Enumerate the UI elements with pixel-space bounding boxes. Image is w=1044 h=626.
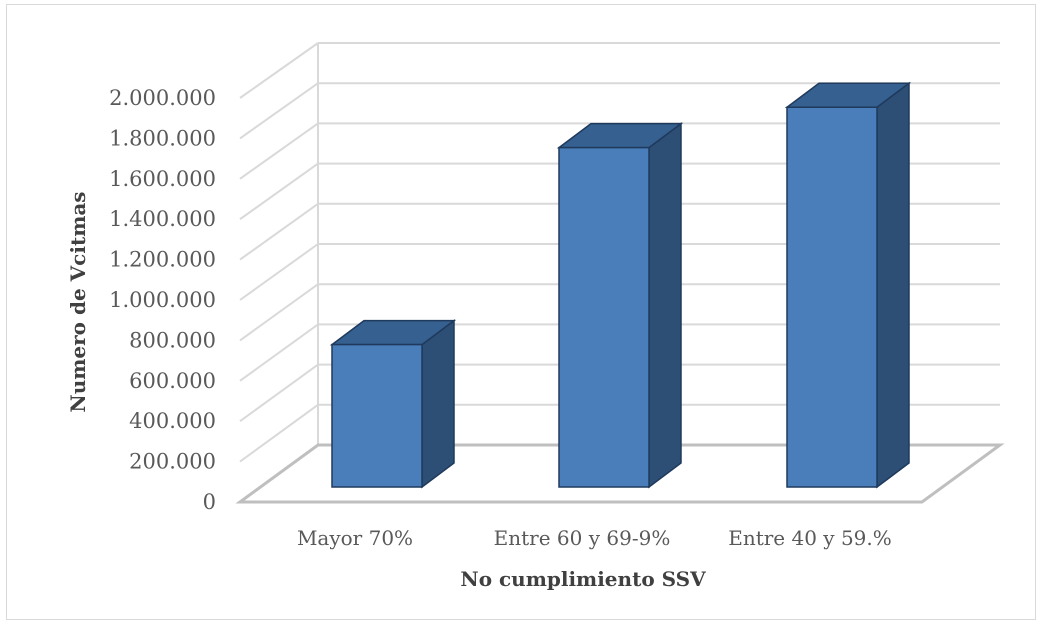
y-tick-label: 0 [203, 490, 216, 514]
y-tick-label: 400.000 [129, 409, 216, 433]
bar-side [648, 122, 682, 489]
gridline-side [239, 363, 319, 423]
y-axis-ticks: 0 200.000 400.000 600.000 800.000 1.000.000 1.… [109, 86, 216, 514]
y-tick-label: 1.400.000 [109, 207, 216, 231]
gridline-side [239, 122, 319, 180]
y-tick-label: 2.000.000 [109, 86, 216, 110]
x-category-label: Mayor 70% [297, 526, 413, 550]
gridline-side [239, 243, 319, 301]
gridline-side [239, 82, 319, 140]
y-tick-label: 1.800.000 [109, 126, 216, 150]
y-tick-label: 800.000 [129, 328, 216, 352]
bars [329, 81, 912, 489]
bar-side [421, 319, 455, 489]
bar-side [876, 81, 910, 489]
y-tick-label: 1.600.000 [109, 167, 216, 191]
y-tick-label: 600.000 [129, 369, 216, 393]
y-tick-label: 1.000.000 [109, 288, 216, 312]
gridline-side [239, 323, 319, 382]
y-axis-title: Numero de Vcitmas [66, 191, 90, 412]
gridline-side [239, 162, 319, 221]
x-axis-title: No cumplimiento SSV [460, 567, 706, 591]
bar-front [558, 146, 650, 488]
gridline-side [239, 283, 319, 342]
y-tick-label: 1.200.000 [109, 248, 216, 272]
gridline-side [239, 202, 319, 261]
x-axis-categories: Mayor 70% Entre 60 y 69-9% Entre 40 y 59.% [297, 526, 892, 550]
x-category-label: Entre 40 y 59.% [728, 526, 892, 550]
bar-1 [329, 319, 457, 489]
y-tick-label: 200.000 [129, 450, 216, 474]
bar-2 [556, 122, 684, 489]
x-category-label: Entre 60 y 69-9% [494, 526, 671, 550]
bar-3 [784, 81, 912, 489]
bar-front [786, 106, 878, 488]
gridline-side [239, 403, 319, 463]
gridline-side [239, 42, 319, 99]
bar-front [331, 343, 423, 488]
